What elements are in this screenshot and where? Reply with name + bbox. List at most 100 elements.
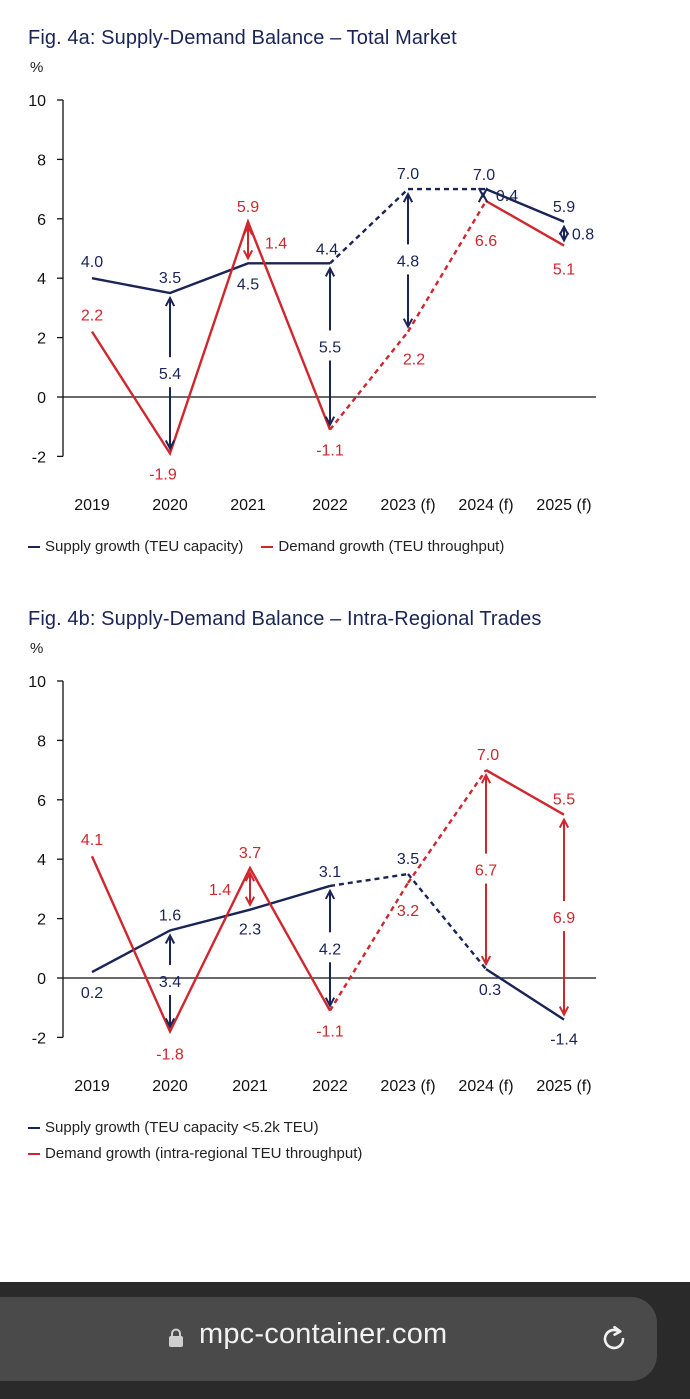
chart-b-series-0-segment	[329, 872, 409, 888]
chart-b-series-0-point-label: -1.4	[550, 1032, 578, 1049]
chart-b-y-tick-label: 8	[37, 733, 46, 750]
chart-a-x-tick-label: 2021	[230, 497, 266, 514]
chart-b-series-1-line	[90, 855, 332, 1035]
legend-item-demand: Demand growth (TEU throughput)	[261, 538, 504, 555]
chart-a-x-tick-label: 2020	[152, 497, 188, 514]
lock-icon	[169, 1328, 183, 1347]
chart-a-y-tick-label: 6	[37, 212, 46, 229]
chart-b-gap-arrow-head-down	[480, 955, 492, 967]
chart-a-gap-arrow-head-up	[164, 295, 176, 307]
chart-b-series-0-point-label: 1.6	[159, 907, 181, 924]
address-bar[interactable]	[0, 1297, 657, 1381]
chart-b-gap-label: 6.7	[475, 863, 497, 880]
chart-a-series-1-point-label: 2.2	[403, 352, 425, 369]
legend-item-demand-b: Demand growth (intra-regional TEU throug…	[28, 1145, 362, 1162]
chart-b-series-0-segment	[485, 968, 565, 1021]
chart-a-gap-label: 5.5	[319, 340, 341, 357]
chart-b-gap-label: 3.4	[159, 974, 181, 991]
chart-a-series-1-line	[90, 218, 332, 457]
chart-a-series-0-point-label: 7.0	[473, 167, 495, 184]
chart-a-gap-arrow-head-down	[477, 187, 489, 199]
chart-a-series-0-segment	[485, 187, 565, 223]
chart-a-series-1-point-label: 2.2	[81, 308, 103, 325]
chart-b-gap-label: 4.2	[319, 941, 341, 958]
chart-b-gap-arrow-head-up	[244, 870, 256, 882]
chart-b-series-0-point-label: 3.1	[319, 864, 341, 881]
chart-b-series-0-segment	[407, 873, 487, 970]
chart-a-series-1-point-label: 6.6	[475, 233, 497, 250]
chart-b-x-tick-label: 2025 (f)	[536, 1078, 591, 1095]
chart-a-y-tick-label: 2	[37, 331, 46, 348]
chart-a-gap-arrow-head-down	[324, 416, 336, 427]
chart-a-y-tick-label: 8	[37, 152, 46, 169]
legend-item-supply-b: Supply growth (TEU capacity <5.2k TEU)	[28, 1119, 319, 1136]
chart-a-series-1-segment	[329, 330, 409, 431]
legend-label-supply: Supply growth (TEU capacity)	[45, 538, 244, 555]
chart-a-legend: Supply growth (TEU capacity) Demand grow…	[28, 538, 522, 555]
chart-b-gap-arrow-head-up	[164, 933, 176, 944]
chart-a-gap-arrow-head-up	[324, 266, 336, 277]
chart-a-series-0-line	[91, 262, 330, 295]
chart-b-gap-label: 6.9	[553, 910, 575, 927]
chart-a-series-0-segment	[329, 188, 409, 265]
chart-a-series-0-point-label: 4.0	[81, 254, 103, 271]
chart-a: 10 8 6 4 2 0 -2 2019 2020 2021 2022 2023 (f) 2024 (f…	[28, 93, 596, 514]
legend-swatch-supply-b	[28, 1126, 40, 1129]
chart-b-x-tick-label: 2021	[232, 1078, 268, 1095]
chart-b-series-0-point-label: 2.3	[239, 922, 261, 939]
chart-b-series-0-point-label: 3.5	[397, 851, 419, 868]
chart-a-series-0-point-label: 5.9	[553, 199, 575, 216]
chart-b-x-tick-label: 2022	[312, 1078, 348, 1095]
legend-swatch-supply	[28, 545, 40, 548]
chart-a-ylabel: %	[30, 59, 44, 76]
chart-b-series-1-segment	[485, 769, 565, 816]
chart-a-x-tick-label: 2024 (f)	[458, 497, 513, 514]
chart-b-y-tick-label: -2	[32, 1030, 46, 1047]
legend-label-demand: Demand growth (TEU throughput)	[278, 538, 505, 555]
chart-b-series-1-segment	[328, 882, 410, 1012]
chart-a-series-1-segment	[406, 200, 488, 333]
chart-b-y-tick-label: 10	[28, 674, 46, 691]
legend-item-supply: Supply growth (TEU capacity)	[28, 538, 243, 555]
chart-b-series-1-point-label: 5.5	[553, 792, 575, 809]
chart-b-series-1-point-label: 3.7	[239, 845, 261, 862]
legend-label-demand-b: Demand growth (intra-regional TEU throug…	[45, 1145, 363, 1162]
chart-b-x-tick-label: 2024 (f)	[458, 1078, 513, 1095]
chart-a-gap-arrow-head-down	[164, 439, 176, 451]
chart-b-gap-arrow-head-up	[558, 817, 570, 829]
chart-a-series-0-point-label: 4.4	[316, 241, 338, 258]
address-bar-url[interactable]: mpc-container.com	[199, 1318, 448, 1350]
chart-b-x-tick-label: 2019	[74, 1078, 110, 1095]
chart-b-series-1-point-label: 4.1	[81, 832, 103, 849]
chart-a-series-1-segment	[485, 199, 565, 247]
chart-b-y-tick-label: 0	[37, 971, 46, 988]
chart-b: 10 8 6 4 2 0 -2 2019 2020 2021 2022 2023 (f) 2024 (f…	[28, 674, 596, 1095]
legend-swatch-demand	[261, 545, 274, 548]
chart-a-series-1-point-label: 5.9	[237, 199, 259, 216]
chart-b-gap-arrow-head-up	[480, 772, 492, 784]
chart-b-ylabel: %	[30, 640, 44, 657]
reload-icon[interactable]	[598, 1322, 630, 1354]
legend-label-supply-b: Supply growth (TEU capacity <5.2k TEU)	[45, 1119, 319, 1136]
chart-a-gap-arrow-head-up	[558, 224, 570, 236]
chart-b-x-tick-label: 2020	[152, 1078, 188, 1095]
chart-b-y-tick-label: 2	[37, 912, 46, 929]
chart-b-title: Fig. 4b: Supply-Demand Balance – Intra-R…	[28, 608, 542, 630]
chart-b-gap-arrow-head-down	[244, 896, 256, 907]
chart-a-x-tick-label: 2022	[312, 497, 348, 514]
chart-a-gap-label: 5.4	[159, 366, 181, 383]
chart-b-gap-label: 1.4	[209, 882, 231, 899]
chart-a-gap-label: 0.4	[496, 188, 518, 205]
chart-b-gap-arrow-head-down	[558, 1006, 570, 1017]
chart-b-gap-arrow-head-down	[324, 997, 336, 1008]
chart-b-series-1-segment	[407, 769, 487, 884]
chart-a-gap-arrow-head-down	[558, 232, 570, 243]
chart-a-series-0-point-label: 4.5	[237, 276, 259, 293]
chart-a-gap-arrow-head-down	[242, 249, 254, 261]
chart-b-x-tick-label: 2023 (f)	[380, 1078, 435, 1095]
chart-a-y-tick-label: -2	[32, 449, 46, 466]
chart-a-series-1-point-label: 5.1	[553, 262, 575, 279]
chart-a-gap-label: 0.8	[572, 227, 594, 244]
chart-b-gap-arrow-head-down	[164, 1017, 176, 1029]
chart-b-legend-supply: Supply growth (TEU capacity <5.2k TEU)	[28, 1119, 337, 1136]
